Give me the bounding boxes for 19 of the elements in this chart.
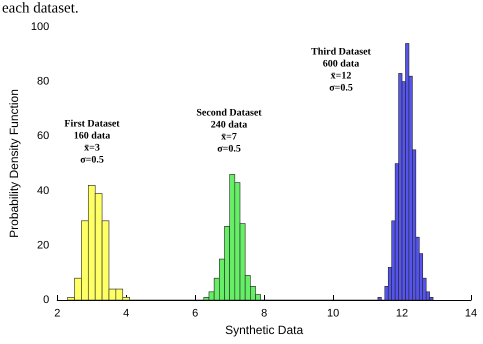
x-tick-label: 14 [464,308,478,320]
x-axis-title: Synthetic Data [225,323,304,337]
x-tick-label: 12 [396,308,408,320]
x-tick-label: 4 [123,308,130,320]
x-tick-label: 2 [54,308,60,320]
y-tick-label: 40 [37,184,50,197]
x-tick-label: 10 [326,308,340,320]
y-tick-label: 60 [37,130,50,142]
x-tick-label: 8 [261,308,268,320]
y-tick-label: 100 [30,21,50,33]
annotation: Second Dataset 240 data x̄=7 σ=0.5 [196,108,262,154]
text: each dataset. [2,0,79,16]
annotation: Third Dataset 600 data x̄=12 σ=0.5 [311,46,372,94]
y-tick-label: 80 [37,76,50,88]
x-tick-label: 6 [192,308,198,320]
annotation: First Dataset 160 data x̄=3 σ=0.5 [64,118,120,166]
y-tick-label: 20 [37,239,50,252]
y-tick-label: 0 [43,294,50,306]
y-axis-title: Probability Density Function [7,89,21,238]
